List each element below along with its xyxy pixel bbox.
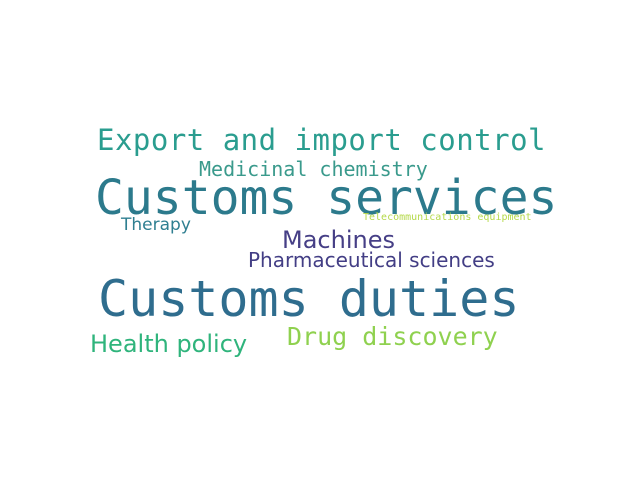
word-drug-discovery: Drug discovery [287, 322, 498, 351]
word-export-and-import-control: Export and import control [97, 123, 546, 157]
word-therapy: Therapy [121, 215, 191, 235]
word-machines: Machines [282, 226, 395, 254]
word-pharmaceutical-sciences: Pharmaceutical sciences [248, 248, 495, 272]
word-customs-services: Customs services [95, 170, 558, 226]
word-customs-duties: Customs duties [98, 270, 520, 328]
word-health-policy: Health policy [90, 330, 248, 358]
word-medicinal-chemistry: Medicinal chemistry [199, 157, 428, 181]
word-telecommunications-equipment: Telecommunications equipment [363, 212, 532, 223]
